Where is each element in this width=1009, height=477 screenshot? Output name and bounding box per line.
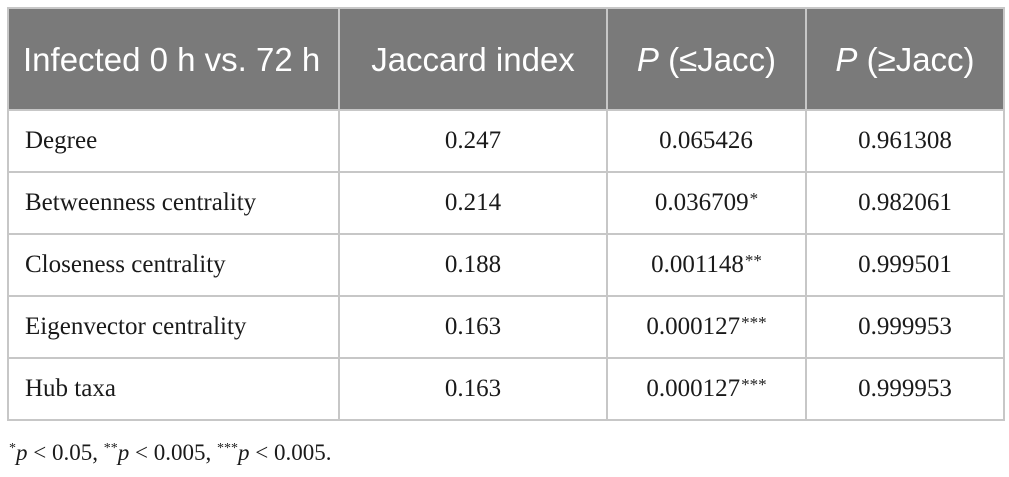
header-text: (≤Jacc) <box>658 40 777 78</box>
measure-cell: Closeness centrality <box>7 233 340 297</box>
footnote-text: < 0.05, <box>27 440 104 465</box>
table-row: Closeness centrality 0.188 0.001148** 0.… <box>7 233 1005 297</box>
header-p-ge-jacc: P (≥Jacc) <box>805 7 1005 111</box>
table-row: Degree 0.247 0.065426 0.961308 <box>7 109 1005 173</box>
p-le-cell: 0.036709* <box>606 171 807 235</box>
footnote-p-symbol: p <box>237 440 250 465</box>
p-ge-cell: 0.999501 <box>805 233 1005 297</box>
p-ge-cell: 0.982061 <box>805 171 1005 235</box>
footnote-mark: * <box>9 441 16 456</box>
jaccard-cell: 0.247 <box>338 109 608 173</box>
header-p-symbol: P <box>835 40 858 78</box>
p-le-value: 0.036709 <box>654 189 749 216</box>
table-row: Eigenvector centrality 0.163 0.000127***… <box>7 295 1005 359</box>
p-ge-cell: 0.961308 <box>805 109 1005 173</box>
header-text: Infected 0 h vs. 72 h <box>23 40 321 78</box>
p-le-value: 0.001148 <box>651 251 744 278</box>
p-le-value: 0.000127 <box>646 375 741 402</box>
footnote-text: < 0.005, <box>129 440 217 465</box>
table-footnote: *p < 0.05, **p < 0.005, ***p < 0.005. <box>9 440 331 466</box>
jaccard-cell: 0.163 <box>338 295 608 359</box>
table-row: Hub taxa 0.163 0.000127*** 0.999953 <box>7 357 1005 421</box>
header-text: Jaccard index <box>371 40 575 78</box>
table-header: Infected 0 h vs. 72 h Jaccard index P (≤… <box>7 7 1005 111</box>
footnote-text: < 0.005. <box>249 440 332 465</box>
p-le-value: 0.000127 <box>646 313 741 340</box>
footnote-p-symbol: p <box>117 440 130 465</box>
header-jaccard-index: Jaccard index <box>338 7 608 111</box>
header-comparison: Infected 0 h vs. 72 h <box>7 7 340 111</box>
significance-mark: * <box>749 189 759 208</box>
header-p-le-jacc: P (≤Jacc) <box>606 7 807 111</box>
jaccard-cell: 0.163 <box>338 357 608 421</box>
p-ge-cell: 0.999953 <box>805 357 1005 421</box>
p-le-cell: 0.065426 <box>606 109 807 173</box>
measure-cell: Betweenness centrality <box>7 171 340 235</box>
footnote-mark: *** <box>216 441 238 456</box>
measure-cell: Degree <box>7 109 340 173</box>
results-table: Infected 0 h vs. 72 h Jaccard index P (≤… <box>7 7 1005 421</box>
measure-cell: Hub taxa <box>7 357 340 421</box>
p-le-cell: 0.000127*** <box>606 295 807 359</box>
header-row: Infected 0 h vs. 72 h Jaccard index P (≤… <box>7 7 1005 111</box>
p-ge-cell: 0.999953 <box>805 295 1005 359</box>
measure-cell: Eigenvector centrality <box>7 295 340 359</box>
table-body: Degree 0.247 0.065426 0.961308 Betweenne… <box>7 109 1005 421</box>
jaccard-cell: 0.214 <box>338 171 608 235</box>
significance-mark: *** <box>741 375 767 394</box>
significance-mark: *** <box>741 313 767 332</box>
footnote-mark: ** <box>103 441 118 456</box>
p-le-cell: 0.001148** <box>606 233 807 297</box>
footnote-p-symbol: p <box>16 440 28 465</box>
p-le-value: 0.065426 <box>659 127 753 154</box>
significance-mark: ** <box>744 251 762 270</box>
header-p-symbol: P <box>636 40 659 78</box>
jaccard-cell: 0.188 <box>338 233 608 297</box>
table-row: Betweenness centrality 0.214 0.036709* 0… <box>7 171 1005 235</box>
p-le-cell: 0.000127*** <box>606 357 807 421</box>
header-text: (≥Jacc) <box>857 40 975 78</box>
